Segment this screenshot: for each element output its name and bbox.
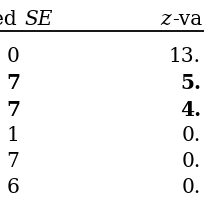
Text: 0.: 0. [181, 125, 200, 144]
Text: 1: 1 [6, 125, 19, 144]
Text: 5.: 5. [179, 73, 200, 93]
Text: 0.: 0. [181, 177, 200, 196]
Text: z: z [159, 10, 170, 29]
Text: 7: 7 [6, 73, 20, 93]
Text: 4.: 4. [179, 99, 200, 119]
Text: 0.: 0. [181, 151, 200, 170]
Text: 6: 6 [6, 177, 19, 196]
Text: 7: 7 [6, 151, 19, 170]
Text: SE: SE [24, 10, 53, 29]
Text: 0: 0 [6, 47, 19, 66]
Text: -va: -va [171, 10, 202, 29]
Text: 7: 7 [6, 99, 20, 119]
Text: 13.: 13. [168, 47, 200, 66]
Text: ed: ed [0, 10, 23, 29]
